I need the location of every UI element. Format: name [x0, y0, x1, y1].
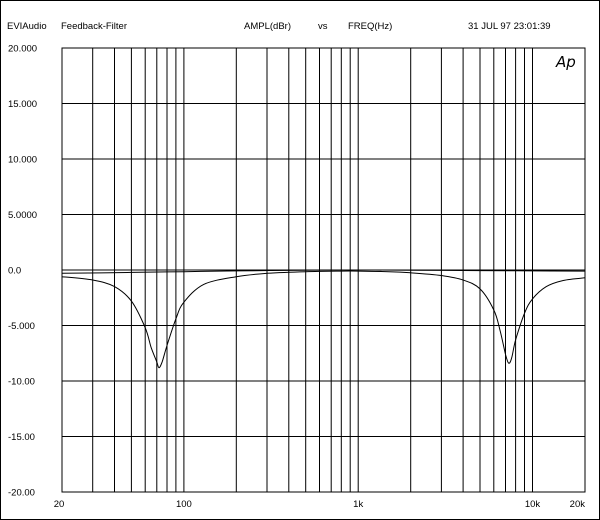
response-curve [61, 269, 586, 274]
app-name: EVIAudio [7, 21, 47, 32]
y-tick-label: -20.00 [8, 488, 35, 499]
y-quantity-label: AMPL(dBr) [244, 21, 291, 32]
y-tick-label: -5.000 [8, 321, 35, 332]
ap-logo: Ap [555, 53, 576, 71]
x-tick-labels: 20 100 1k 10k 20k [54, 499, 586, 510]
y-tick-label: -10.00 [8, 377, 35, 388]
x-tick-label: 10k [525, 499, 541, 510]
y-tick-label: 20.000 [8, 44, 37, 55]
y-tick-label: 5.0000 [8, 210, 37, 221]
y-tick-label: 0.0 [8, 266, 21, 277]
x-quantity-label: FREQ(Hz) [348, 21, 393, 32]
y-tick-label: 10.000 [8, 155, 37, 166]
y-tick-labels: 20.000 15.000 10.000 5.0000 0.0 -5.000 -10.00 -… [8, 44, 37, 499]
x-tick-label: 20 [54, 499, 65, 510]
chart-title: Feedback-Filter [61, 21, 127, 32]
y-gridlines [62, 47, 585, 493]
y-tick-label: -15.00 [8, 432, 35, 443]
vs-label: vs [318, 21, 328, 32]
response-curve [61, 270, 586, 369]
series-curves [61, 269, 586, 369]
timestamp: 31 JUL 97 23:01:39 [468, 21, 551, 32]
x-tick-label: 1k [353, 499, 363, 510]
y-tick-label: 15.000 [8, 99, 37, 110]
x-tick-label: 20k [570, 499, 586, 510]
chart-header: EVIAudio Feedback-Filter AMPL(dBr) vs FR… [0, 21, 600, 37]
x-tick-label: 100 [176, 499, 192, 510]
